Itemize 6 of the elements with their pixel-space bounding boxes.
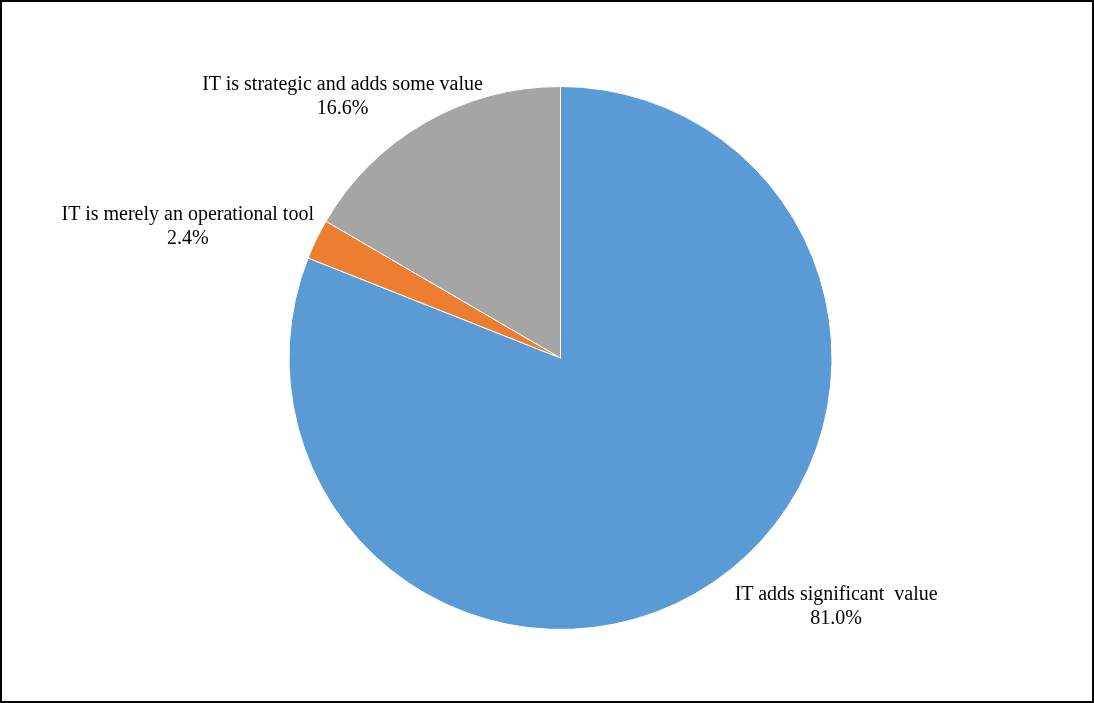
data-label: 2.4% [166, 225, 209, 248]
slice-label: IT is merely an operational tool [61, 201, 315, 225]
data-label: 81.0% [810, 606, 862, 629]
data-label: 16.6% [316, 96, 369, 119]
slice-label: IT adds significant value [734, 582, 938, 606]
slice-label: IT is strategic and adds some value [202, 72, 483, 96]
